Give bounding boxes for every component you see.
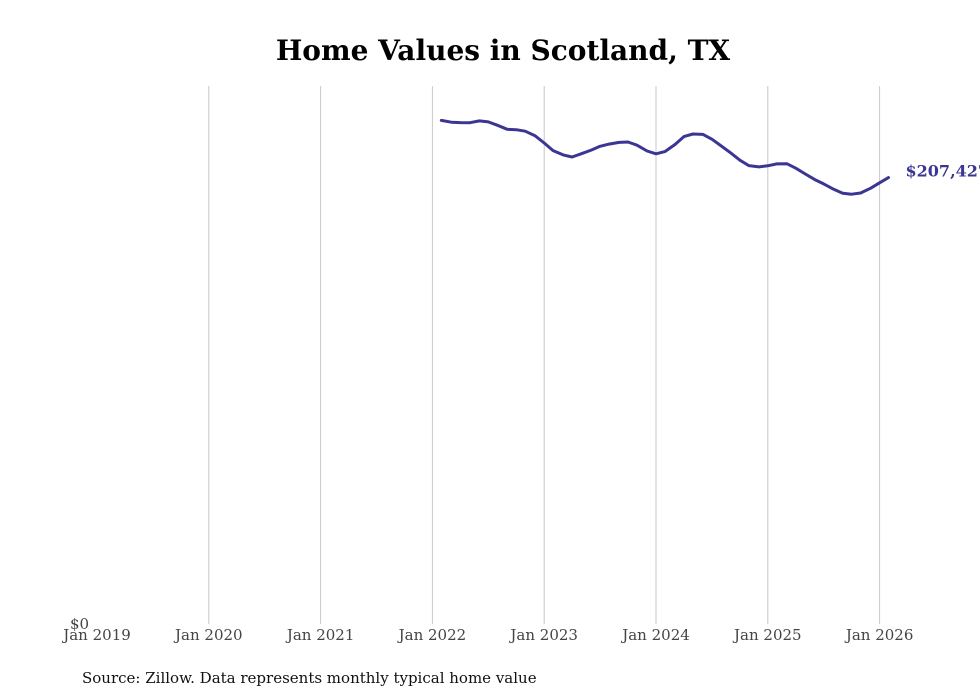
series-line <box>439 118 890 196</box>
x-tick-label: Jan 2024 <box>620 626 690 644</box>
vertical-gridlines <box>208 86 881 624</box>
x-tick-label: Jan 2026 <box>844 626 914 644</box>
x-tick-label: Jan 2020 <box>173 626 243 644</box>
x-tick-label: Jan 2023 <box>508 626 578 644</box>
x-tick-label: Jan 2025 <box>732 626 802 644</box>
x-tick-label: Jan 2021 <box>285 626 355 644</box>
latest-value-label: $207,427 <box>906 162 980 181</box>
series-group <box>439 118 890 196</box>
x-axis-ticks: Jan 2019 Jan 2020 Jan 2021 Jan 2022 Jan 2023… <box>61 626 913 644</box>
x-tick-label: Jan 2022 <box>397 626 467 644</box>
source-note: Source: Zillow. Data represents monthly … <box>82 669 537 687</box>
y-axis-zero-label: $0 <box>70 615 89 633</box>
x-tick-label: Jan 2019 <box>61 626 131 644</box>
chart-title: Home Values in Scotland, TX <box>276 34 731 67</box>
